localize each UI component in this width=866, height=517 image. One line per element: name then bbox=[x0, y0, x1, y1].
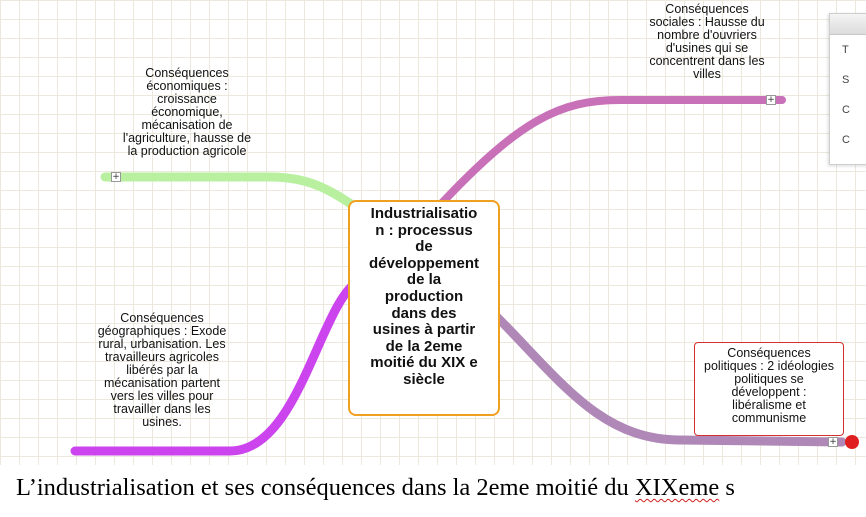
caption-suffix: s bbox=[719, 474, 735, 501]
caption-prefix: L’industrialisation et ses conséquences … bbox=[16, 474, 635, 501]
branch-geographic bbox=[70, 275, 365, 456]
expand-political-button[interactable]: + bbox=[828, 437, 838, 447]
central-topic[interactable]: Industrialisatio n : processus de dévelo… bbox=[348, 200, 500, 416]
mindmap-canvas: Conséquences économiques : croissance éc… bbox=[0, 0, 866, 465]
side-panel-row[interactable]: S bbox=[842, 74, 850, 86]
branch-political bbox=[490, 310, 847, 447]
side-panel-header bbox=[830, 14, 866, 35]
node-political[interactable]: Conséquences politiques : 2 idéologies p… bbox=[694, 342, 844, 436]
side-panel-row[interactable]: C bbox=[842, 104, 850, 116]
branch-economic bbox=[100, 172, 365, 215]
node-geographic[interactable]: Conséquences géographiques : Exode rural… bbox=[97, 311, 227, 429]
node-economic[interactable]: Conséquences économiques : croissance éc… bbox=[122, 66, 252, 158]
node-social[interactable]: Conséquences sociales : Hausse du nombre… bbox=[649, 2, 765, 81]
expand-social-button[interactable]: + bbox=[766, 95, 776, 105]
caption: L’industrialisation et ses conséquences … bbox=[16, 474, 866, 502]
side-panel[interactable]: T S C C bbox=[829, 13, 866, 165]
side-panel-row[interactable]: C bbox=[842, 134, 850, 146]
caption-underlined-word: XIXeme bbox=[634, 474, 720, 501]
side-panel-row[interactable]: T bbox=[842, 44, 849, 56]
status-dot-icon bbox=[845, 435, 859, 449]
expand-economic-button[interactable]: + bbox=[111, 172, 121, 182]
branch-social bbox=[436, 96, 786, 209]
